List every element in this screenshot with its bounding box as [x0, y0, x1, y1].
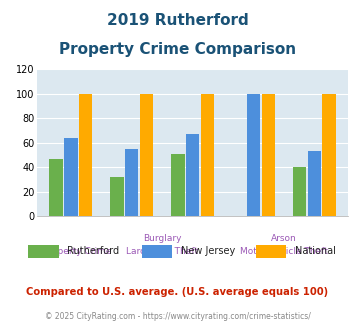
- Bar: [140, 94, 153, 216]
- Text: Motor Vehicle Theft: Motor Vehicle Theft: [240, 247, 328, 256]
- Bar: [262, 94, 275, 216]
- Text: Property Crime Comparison: Property Crime Comparison: [59, 42, 296, 57]
- Bar: [28, 245, 59, 258]
- Bar: [322, 94, 336, 216]
- Text: Arson: Arson: [271, 234, 297, 243]
- Text: Compared to U.S. average. (U.S. average equals 100): Compared to U.S. average. (U.S. average …: [26, 287, 329, 298]
- Text: New Jersey: New Jersey: [181, 246, 235, 256]
- Bar: [142, 245, 172, 258]
- Text: National: National: [295, 246, 335, 256]
- Bar: [308, 151, 321, 216]
- Bar: [186, 134, 200, 216]
- Bar: [110, 177, 124, 216]
- Bar: [201, 94, 214, 216]
- Text: Burglary: Burglary: [143, 234, 181, 243]
- Bar: [171, 154, 185, 216]
- Text: © 2025 CityRating.com - https://www.cityrating.com/crime-statistics/: © 2025 CityRating.com - https://www.city…: [45, 313, 310, 321]
- Bar: [293, 167, 306, 216]
- Text: Larceny & Theft: Larceny & Theft: [126, 247, 198, 256]
- Bar: [256, 245, 286, 258]
- Bar: [125, 149, 138, 216]
- Text: Rutherford: Rutherford: [67, 246, 120, 256]
- Text: All Property Crime: All Property Crime: [29, 247, 112, 256]
- Bar: [247, 94, 260, 216]
- Bar: [64, 138, 77, 216]
- Bar: [79, 94, 92, 216]
- Text: 2019 Rutherford: 2019 Rutherford: [106, 13, 248, 28]
- Bar: [49, 159, 63, 216]
